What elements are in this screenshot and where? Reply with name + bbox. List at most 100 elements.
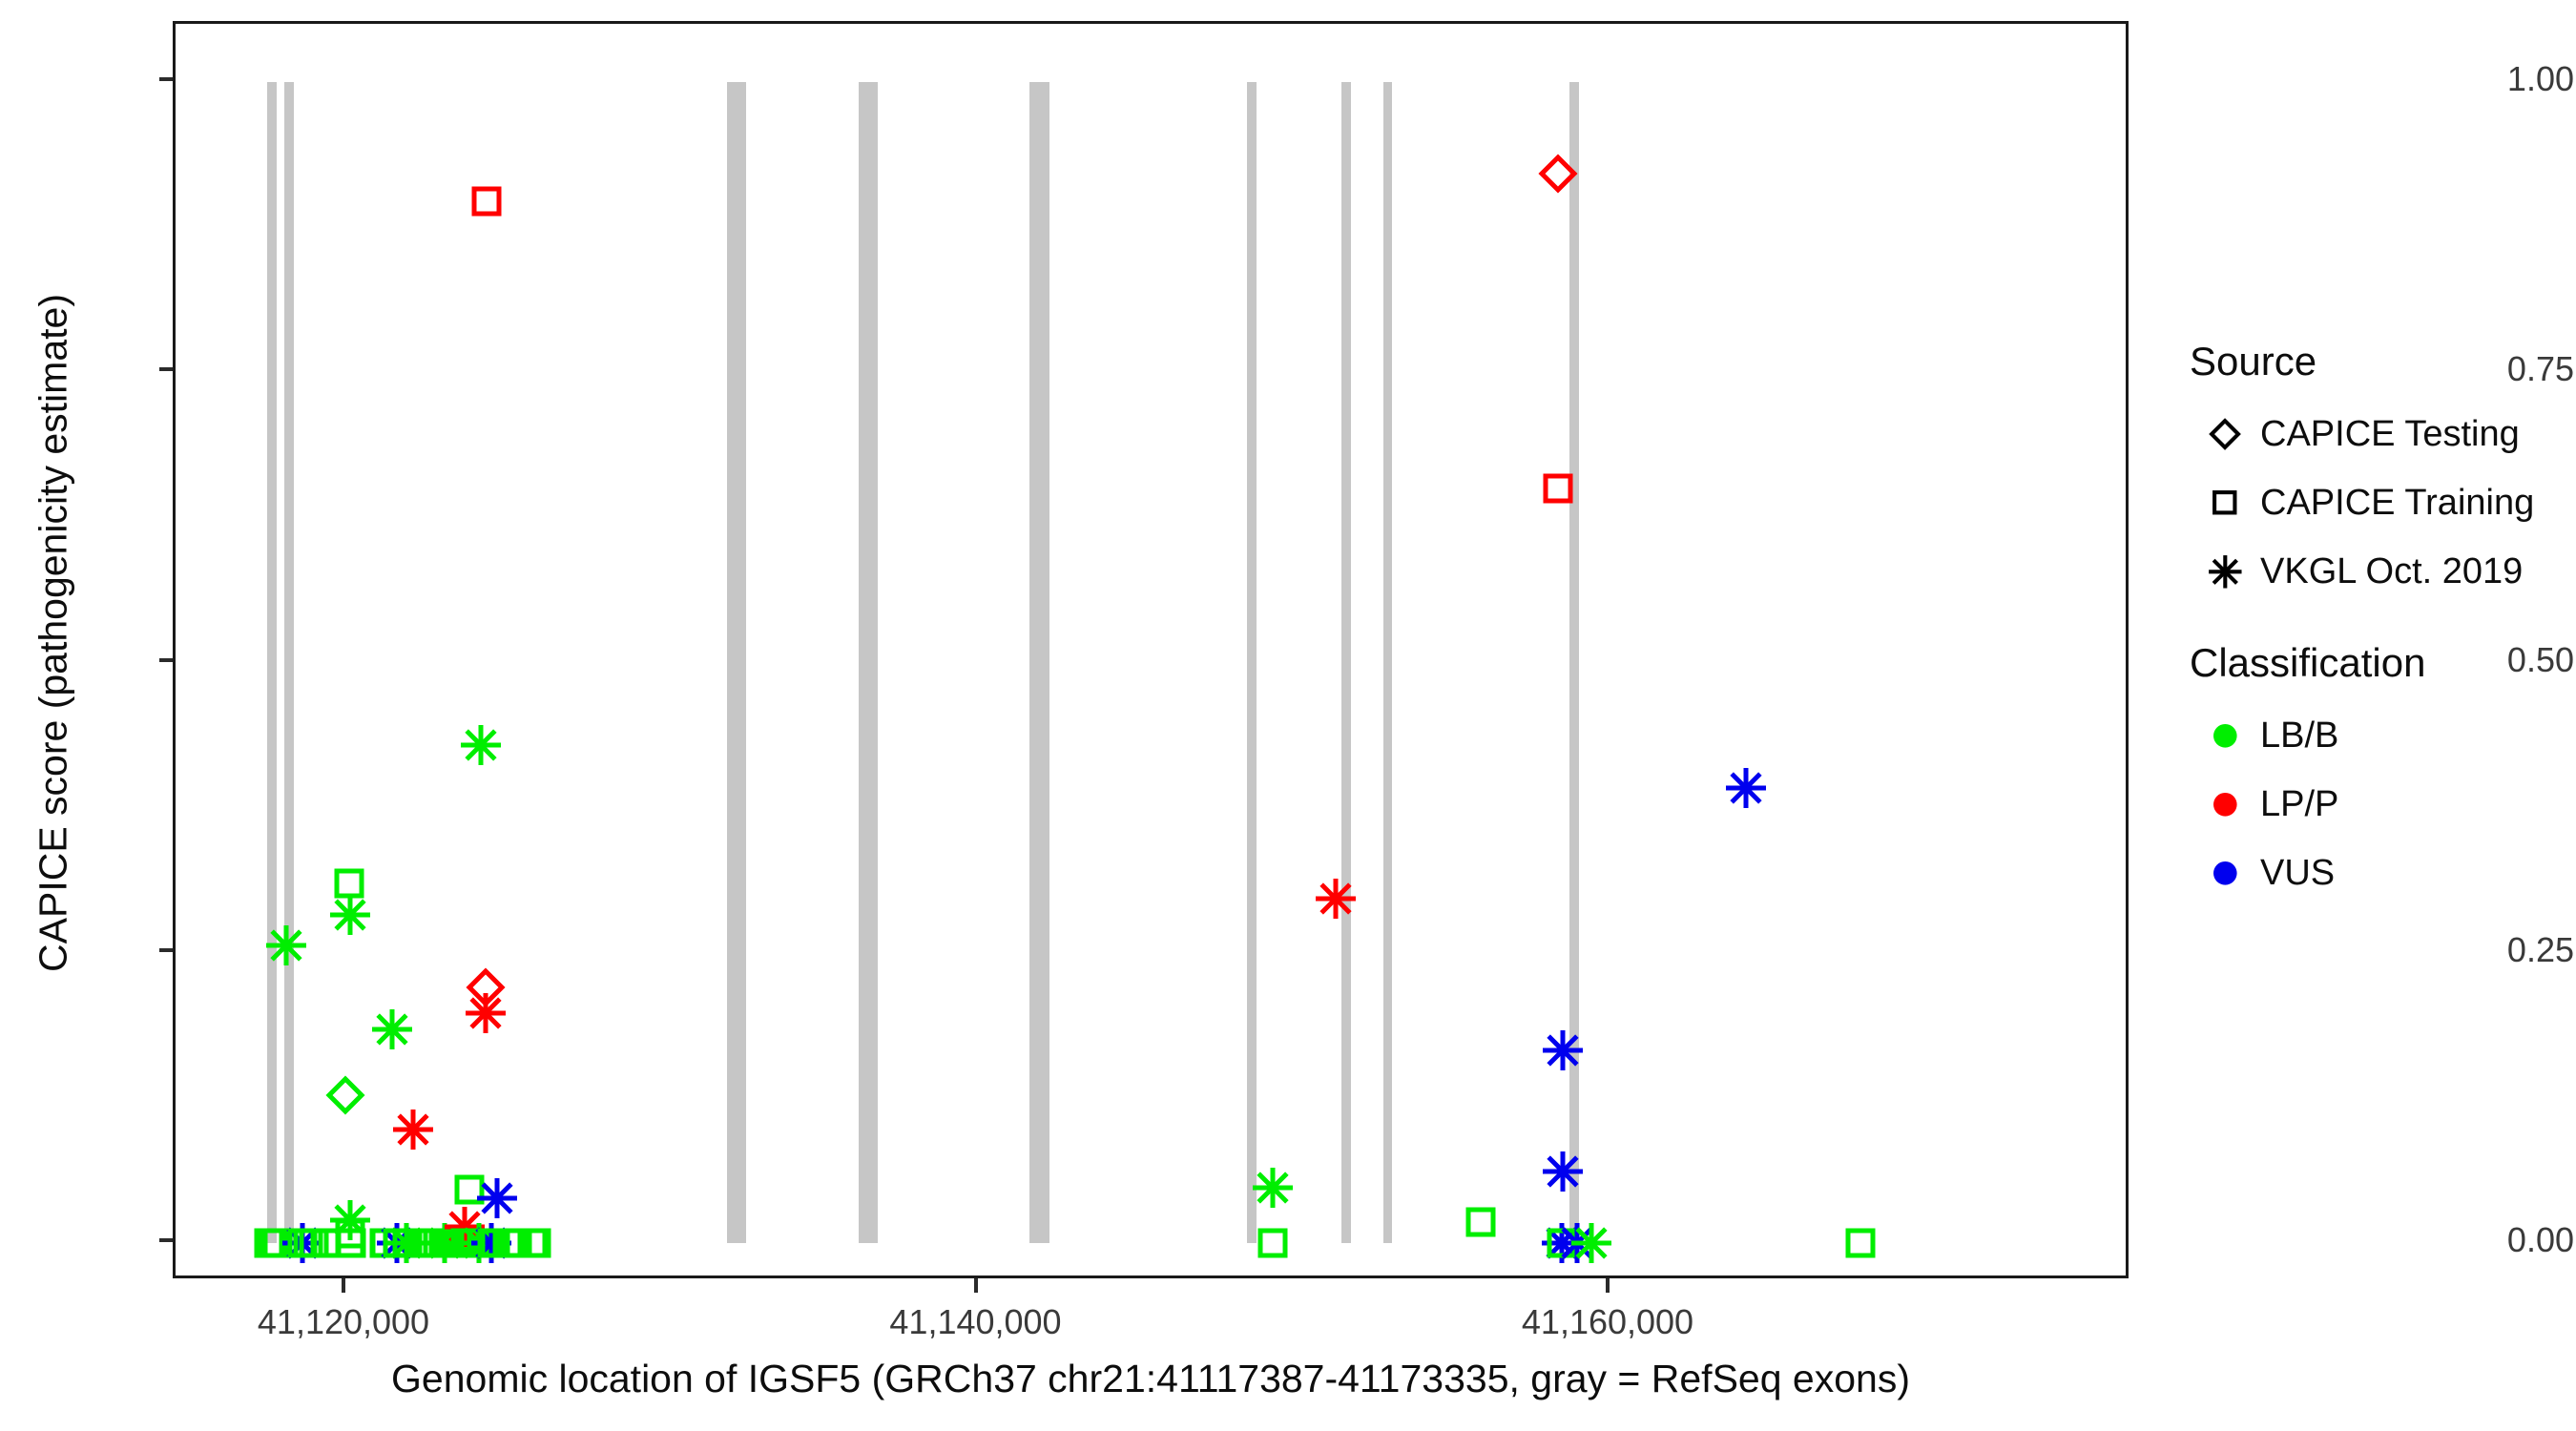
legend-item-source[interactable]: CAPICE Training xyxy=(2190,468,2571,537)
exon-bar xyxy=(284,82,295,1243)
data-point xyxy=(495,1226,530,1260)
data-point xyxy=(469,184,504,218)
legend-label: VUS xyxy=(2260,852,2336,893)
data-point xyxy=(334,1226,368,1260)
data-point xyxy=(454,1218,504,1268)
x-tick-mark xyxy=(973,1278,978,1293)
y-axis-title: CAPICE score (pathogenicity estimate) xyxy=(31,294,75,972)
legend-group-source: Source CAPICE Testing CAPICE Training VKG… xyxy=(2190,339,2571,606)
data-point xyxy=(325,1195,375,1245)
legend-source-rows: CAPICE Testing CAPICE Training VKGL Oct. … xyxy=(2190,400,2571,606)
x-axis-title: Genomic location of IGSF5 (GRCh37 chr21:… xyxy=(391,1357,1910,1400)
data-point xyxy=(297,1226,331,1260)
x-tick-label: 41,160,000 xyxy=(1521,1302,1694,1341)
data-point xyxy=(452,1172,487,1207)
data-point xyxy=(467,1218,516,1268)
data-point xyxy=(490,1226,525,1260)
data-point xyxy=(1311,874,1361,923)
exon-bar xyxy=(1568,82,1579,1243)
y-tick-mark xyxy=(159,947,173,952)
circle-blue-icon xyxy=(2190,860,2260,887)
data-point xyxy=(456,1226,490,1260)
x-tick-label: 41,120,000 xyxy=(257,1302,430,1341)
data-point xyxy=(478,1226,512,1260)
data-point xyxy=(333,1216,367,1251)
data-point xyxy=(1721,763,1771,813)
data-point xyxy=(448,1226,483,1260)
data-point xyxy=(447,1226,481,1260)
data-point xyxy=(465,966,507,1008)
legend-label: LP/P xyxy=(2260,783,2339,824)
y-tick-mark xyxy=(159,657,173,662)
legend-group-classification: Classification LB/B LP/P VUS xyxy=(2190,640,2571,907)
data-point xyxy=(500,1226,534,1260)
y-tick-label: 0.25 xyxy=(2506,929,2574,969)
x-tick-label: 41,140,000 xyxy=(889,1302,1062,1341)
y-tick-label: 1.00 xyxy=(2506,59,2574,98)
legend-label: VKGL Oct. 2019 xyxy=(2260,550,2524,591)
exon-bar xyxy=(727,82,747,1243)
data-point xyxy=(517,1226,551,1260)
data-point xyxy=(405,1226,440,1260)
exon-bar xyxy=(1247,82,1257,1243)
data-point xyxy=(440,1202,489,1252)
data-point xyxy=(475,1226,509,1260)
legend-classification-rows: LB/B LP/P VUS xyxy=(2190,701,2571,907)
data-point xyxy=(519,1226,553,1260)
asterisk-icon xyxy=(2190,551,2260,592)
data-point xyxy=(1538,1026,1588,1075)
data-point xyxy=(388,1105,438,1154)
circle-green-icon xyxy=(2190,722,2260,750)
data-point xyxy=(437,1226,471,1260)
data-point xyxy=(381,1226,415,1260)
data-point xyxy=(333,1226,367,1260)
exon-bar xyxy=(1341,82,1352,1243)
data-point xyxy=(457,1226,491,1260)
data-point xyxy=(1843,1226,1878,1260)
data-point xyxy=(1464,1205,1498,1239)
circle-red-icon xyxy=(2190,791,2260,819)
plot-panel xyxy=(173,21,2129,1278)
exon-bar xyxy=(858,82,878,1243)
legend-label: LB/B xyxy=(2260,715,2339,756)
diamond-open-icon xyxy=(2190,417,2260,451)
legend-title-source: Source xyxy=(2190,339,2317,384)
data-point xyxy=(420,1218,469,1268)
data-point xyxy=(324,1074,366,1116)
legend-item-source[interactable]: VKGL Oct. 2019 xyxy=(2190,537,2571,606)
legend-title-classification: Classification xyxy=(2190,640,2426,685)
data-point xyxy=(408,1226,443,1260)
y-tick-label: 0.00 xyxy=(2506,1220,2574,1259)
data-point xyxy=(515,1226,550,1260)
y-tick-mark xyxy=(159,1238,173,1242)
data-point xyxy=(291,1226,325,1260)
data-point xyxy=(367,1226,402,1260)
y-tick-label: 0.50 xyxy=(2506,639,2574,679)
data-point xyxy=(382,1218,431,1268)
data-point xyxy=(410,1226,445,1260)
data-point xyxy=(372,1218,422,1268)
legend-item-classification[interactable]: LP/P xyxy=(2190,770,2571,839)
data-point xyxy=(421,1226,455,1260)
legend-item-classification[interactable]: LB/B xyxy=(2190,701,2571,770)
data-point xyxy=(493,1226,528,1260)
legend-item-source[interactable]: CAPICE Testing xyxy=(2190,400,2571,468)
legend-item-classification[interactable]: VUS xyxy=(2190,839,2571,907)
square-open-icon xyxy=(2190,488,2260,517)
x-tick-mark xyxy=(1606,1278,1610,1293)
data-point xyxy=(452,1226,487,1260)
data-point xyxy=(442,1226,476,1260)
data-point xyxy=(1256,1226,1290,1260)
data-point xyxy=(472,1173,522,1223)
data-point xyxy=(390,1226,425,1260)
y-tick-label: 0.75 xyxy=(2506,349,2574,389)
legend-label: CAPICE Training xyxy=(2260,482,2535,523)
exon-bar xyxy=(1382,82,1393,1243)
x-tick-mark xyxy=(342,1278,345,1293)
legend: Source CAPICE Testing CAPICE Training VKG… xyxy=(2190,339,2571,942)
data-point xyxy=(440,1226,474,1260)
data-point xyxy=(1538,1147,1588,1196)
y-tick-mark xyxy=(159,367,173,372)
plot-area xyxy=(176,24,2126,1275)
data-point xyxy=(456,720,506,770)
